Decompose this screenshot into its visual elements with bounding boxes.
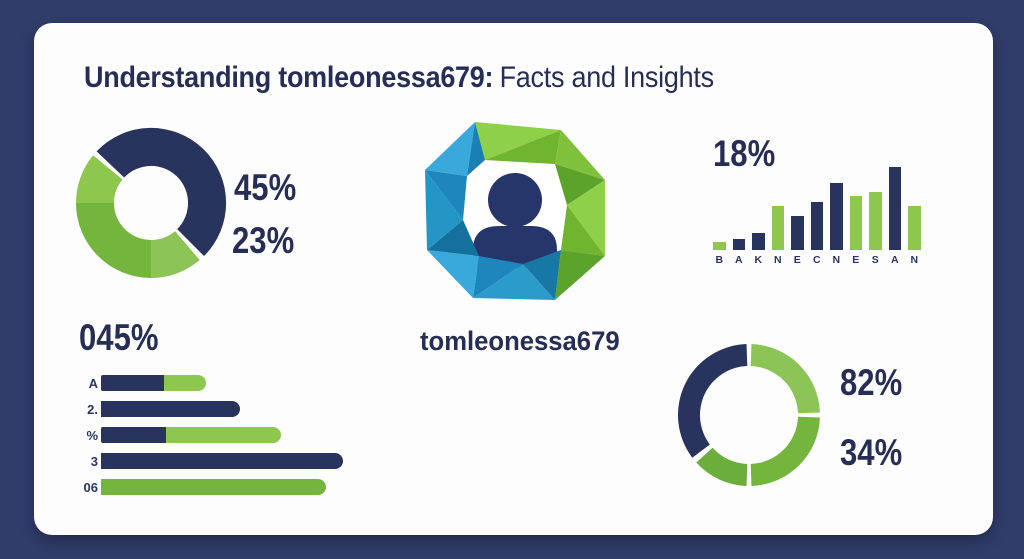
hbar-row-label: 2. <box>87 401 98 417</box>
donut-top-left-value-2: 23% <box>232 220 295 261</box>
bar-category-letter: N <box>773 254 782 266</box>
bar <box>888 167 901 250</box>
hbar-segment <box>101 453 343 469</box>
bar-category-letter: K <box>754 254 763 266</box>
brand-logo-icon <box>425 122 605 300</box>
donut-segment <box>151 231 200 278</box>
donut-segment <box>96 127 227 257</box>
bar <box>830 182 843 250</box>
bar-category-letter: A <box>734 254 743 266</box>
bar-chart-top-right <box>713 165 929 250</box>
hbar-row: 06 <box>64 479 343 495</box>
donut-segment <box>750 416 820 486</box>
donut-bottom-right-value-2: 34% <box>840 432 903 473</box>
hbar-chart-stat-label: 045% <box>79 317 159 358</box>
hbar-row: A <box>64 375 343 391</box>
bar <box>752 233 765 250</box>
hbar-segment <box>164 375 206 391</box>
bar <box>908 206 921 250</box>
hbar-row-label: 06 <box>83 479 98 495</box>
hbar-segment <box>101 479 326 495</box>
donut-segment <box>677 344 748 458</box>
donut-top-left-value-1: 45% <box>234 167 297 208</box>
hbar-row: 2. <box>64 401 343 417</box>
hbar-row-label: A <box>88 375 98 391</box>
logo-caption: tomleonessa679 <box>420 326 620 356</box>
bar-chart-stat-label: 18% <box>713 133 776 174</box>
bar <box>810 201 823 250</box>
bar-category-letter: N <box>910 254 919 266</box>
bar-category-letter: C <box>812 254 821 266</box>
donut-segment <box>750 344 820 414</box>
hbar-segment <box>101 401 240 417</box>
bar-category-letter: S <box>871 254 879 266</box>
person-icon <box>473 173 557 268</box>
bar <box>771 206 784 250</box>
donut-segment <box>76 155 123 203</box>
page-title: Understanding tomleonessa679: Facts and I… <box>84 61 714 94</box>
hbar-row-label: 3 <box>90 453 98 469</box>
hbar-segment <box>101 375 164 391</box>
hbar-chart-bottom-left: A 2.% 3 06 <box>64 375 343 505</box>
bar <box>849 196 862 250</box>
donut-chart-bottom-right <box>677 344 820 486</box>
donut-segment <box>76 203 151 278</box>
bar-category-letter: B <box>715 254 724 266</box>
bar <box>732 239 745 250</box>
bar <box>791 216 804 250</box>
logo-ring-facets <box>425 122 605 300</box>
page-title-bold: Understanding tomleonessa679: <box>84 61 494 95</box>
hbar-row: 3 <box>64 453 343 469</box>
donut-segment <box>696 447 748 486</box>
hbar-segment <box>166 427 281 443</box>
hbar-segment <box>101 427 166 443</box>
donut-chart-top-left <box>76 127 227 278</box>
donut-bottom-right-value-1: 82% <box>840 362 903 403</box>
bar-category-letter: E <box>793 254 801 266</box>
hbar-row-label: % <box>86 427 98 443</box>
bar-category-letter: N <box>832 254 841 266</box>
bar-category-letter: E <box>852 254 860 266</box>
bar-category-letter: A <box>890 254 899 266</box>
bar <box>869 191 882 250</box>
hbar-row: % <box>64 427 343 443</box>
infographic-card: Understanding tomleonessa679: Facts and I… <box>34 23 993 535</box>
bar <box>713 241 726 250</box>
page-title-regular: Facts and Insights <box>499 61 715 95</box>
